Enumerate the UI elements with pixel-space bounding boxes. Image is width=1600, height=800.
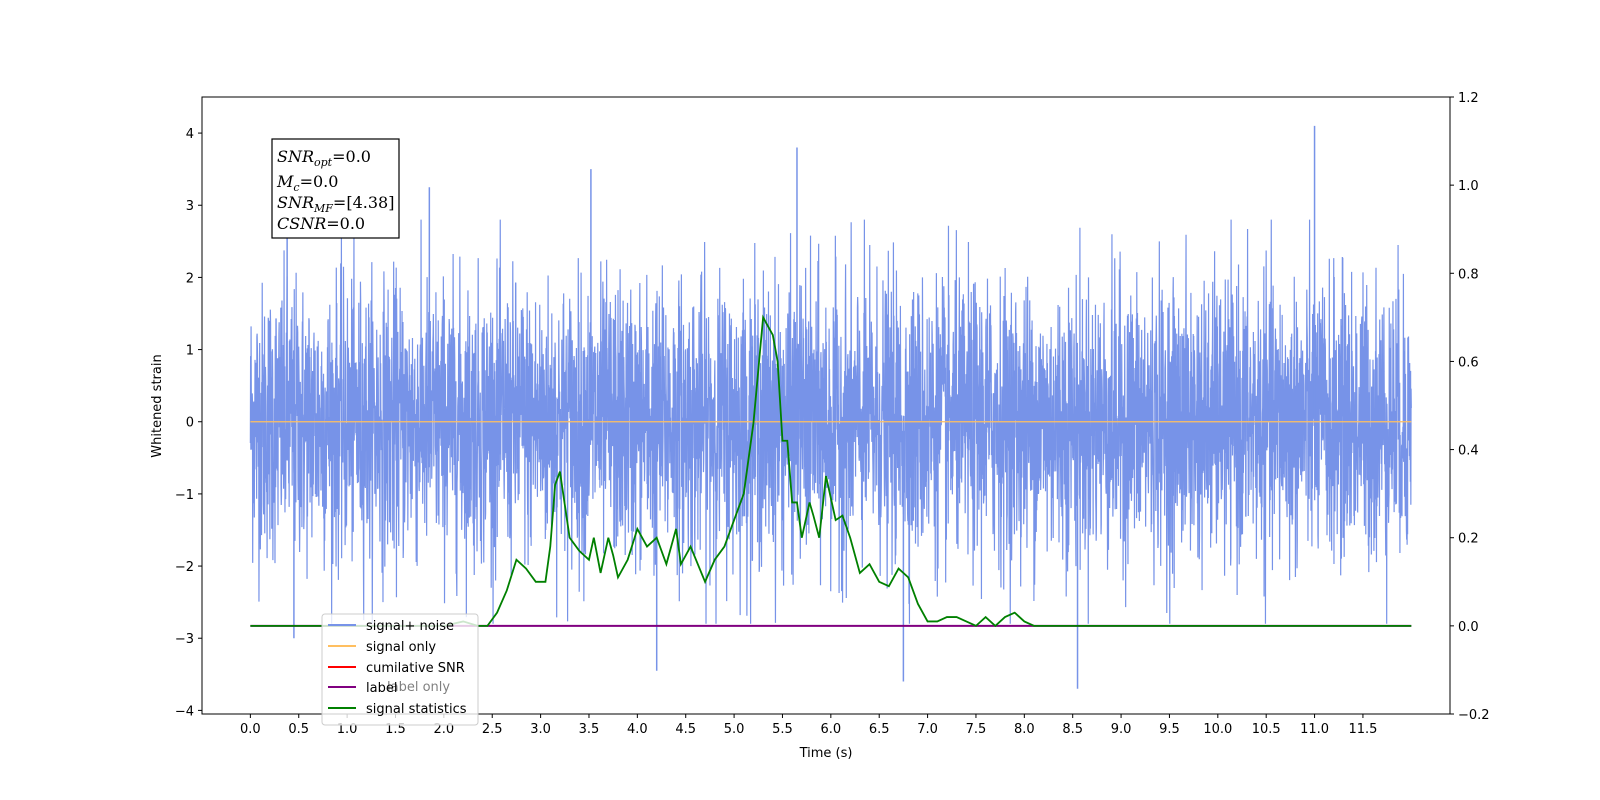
x-tick-label: 4.5 <box>675 722 696 737</box>
x-tick-label: 5.0 <box>724 722 745 737</box>
legend-label-signal-only: signal only <box>366 640 436 655</box>
legend-label-cumulative-snr: cumilative SNR <box>366 661 465 676</box>
y-tick-label: −1 <box>175 488 194 503</box>
y2-tick-label: 0.8 <box>1458 267 1479 282</box>
x-tick-label: 5.5 <box>772 722 793 737</box>
x-tick-label: 11.0 <box>1300 722 1329 737</box>
x-tick-label: 0.5 <box>288 722 309 737</box>
y-axis-left: −4 −3 −2 −1 0 1 2 3 4 <box>175 127 202 719</box>
x-tick-label: 3.0 <box>530 722 551 737</box>
legend-label-label: label <box>366 681 397 696</box>
y-tick-label: 0 <box>186 416 194 431</box>
x-tick-label: 2.0 <box>434 722 455 737</box>
signal-statistics-line <box>250 314 1412 628</box>
annotation-snr-opt: SNRopt=0.0 <box>277 147 371 169</box>
y-tick-label: 2 <box>186 271 194 286</box>
x-tick-label: 6.0 <box>820 722 841 737</box>
x-tick-label: 10.0 <box>1203 722 1232 737</box>
y2-tick-label: 0.2 <box>1458 532 1479 547</box>
y-tick-label: −3 <box>175 632 194 647</box>
y-tick-label: −4 <box>175 704 194 719</box>
x-tick-label: 7.0 <box>917 722 938 737</box>
y2-tick-label: 0.0 <box>1458 620 1479 635</box>
x-tick-label: 2.5 <box>482 722 503 737</box>
y2-tick-label: −0.2 <box>1458 708 1490 723</box>
x-tick-label: 4.0 <box>627 722 648 737</box>
x-tick-label: 8.0 <box>1014 722 1035 737</box>
y-axis-right: −0.2 0.0 0.2 0.4 0.6 0.8 1.0 1.2 <box>1450 91 1490 723</box>
y-tick-label: 3 <box>186 199 194 214</box>
annotation-snr-mf: SNRMF=[4.38] <box>277 193 394 215</box>
y2-tick-label: 0.4 <box>1458 444 1479 459</box>
y-tick-label: −2 <box>175 560 194 575</box>
x-tick-label: 8.5 <box>1062 722 1083 737</box>
x-tick-label: 1.0 <box>337 722 358 737</box>
annotation-csnr: CSNR=0.0 <box>277 214 365 233</box>
y2-tick-label: 1.2 <box>1458 91 1479 106</box>
y2-tick-label: 0.6 <box>1458 355 1479 370</box>
signal-noise-line <box>249 219 1412 624</box>
x-tick-label: 9.0 <box>1111 722 1132 737</box>
signal-noise-layer <box>249 125 1412 689</box>
x-tick-label: 9.5 <box>1159 722 1180 737</box>
y-tick-label: 4 <box>186 127 194 142</box>
y2-tick-label: 1.0 <box>1458 179 1479 194</box>
x-axis-label: Time (s) <box>799 746 853 761</box>
x-tick-label: 6.5 <box>869 722 890 737</box>
x-tick-label: 0.0 <box>240 722 261 737</box>
x-tick-label: 10.5 <box>1252 722 1281 737</box>
y-axis-label: Whitened strain <box>150 354 165 457</box>
x-tick-label: 7.5 <box>966 722 987 737</box>
y-tick-label: 1 <box>186 344 194 359</box>
plot-frame <box>201 96 1451 715</box>
annotation-box <box>271 138 400 239</box>
x-tick-label: 1.5 <box>385 722 406 737</box>
legend-box <box>321 613 479 726</box>
legend-label-signal-statistics: signal statistics <box>366 702 467 717</box>
legend-label-signal-noise: signal+ noise <box>366 619 454 634</box>
annotation-mc: Mc=0.0 <box>276 172 338 194</box>
x-tick-label: 3.5 <box>579 722 600 737</box>
stats-annotation: SNRopt=0.0 Mc=0.0 SNRMF=[4.38] CSNR=0.0 <box>271 138 400 239</box>
x-tick-label: 11.5 <box>1348 722 1377 737</box>
legend-hidden-text: label only <box>387 680 450 695</box>
legend: label only signal+ noise signal only cum… <box>321 613 479 726</box>
